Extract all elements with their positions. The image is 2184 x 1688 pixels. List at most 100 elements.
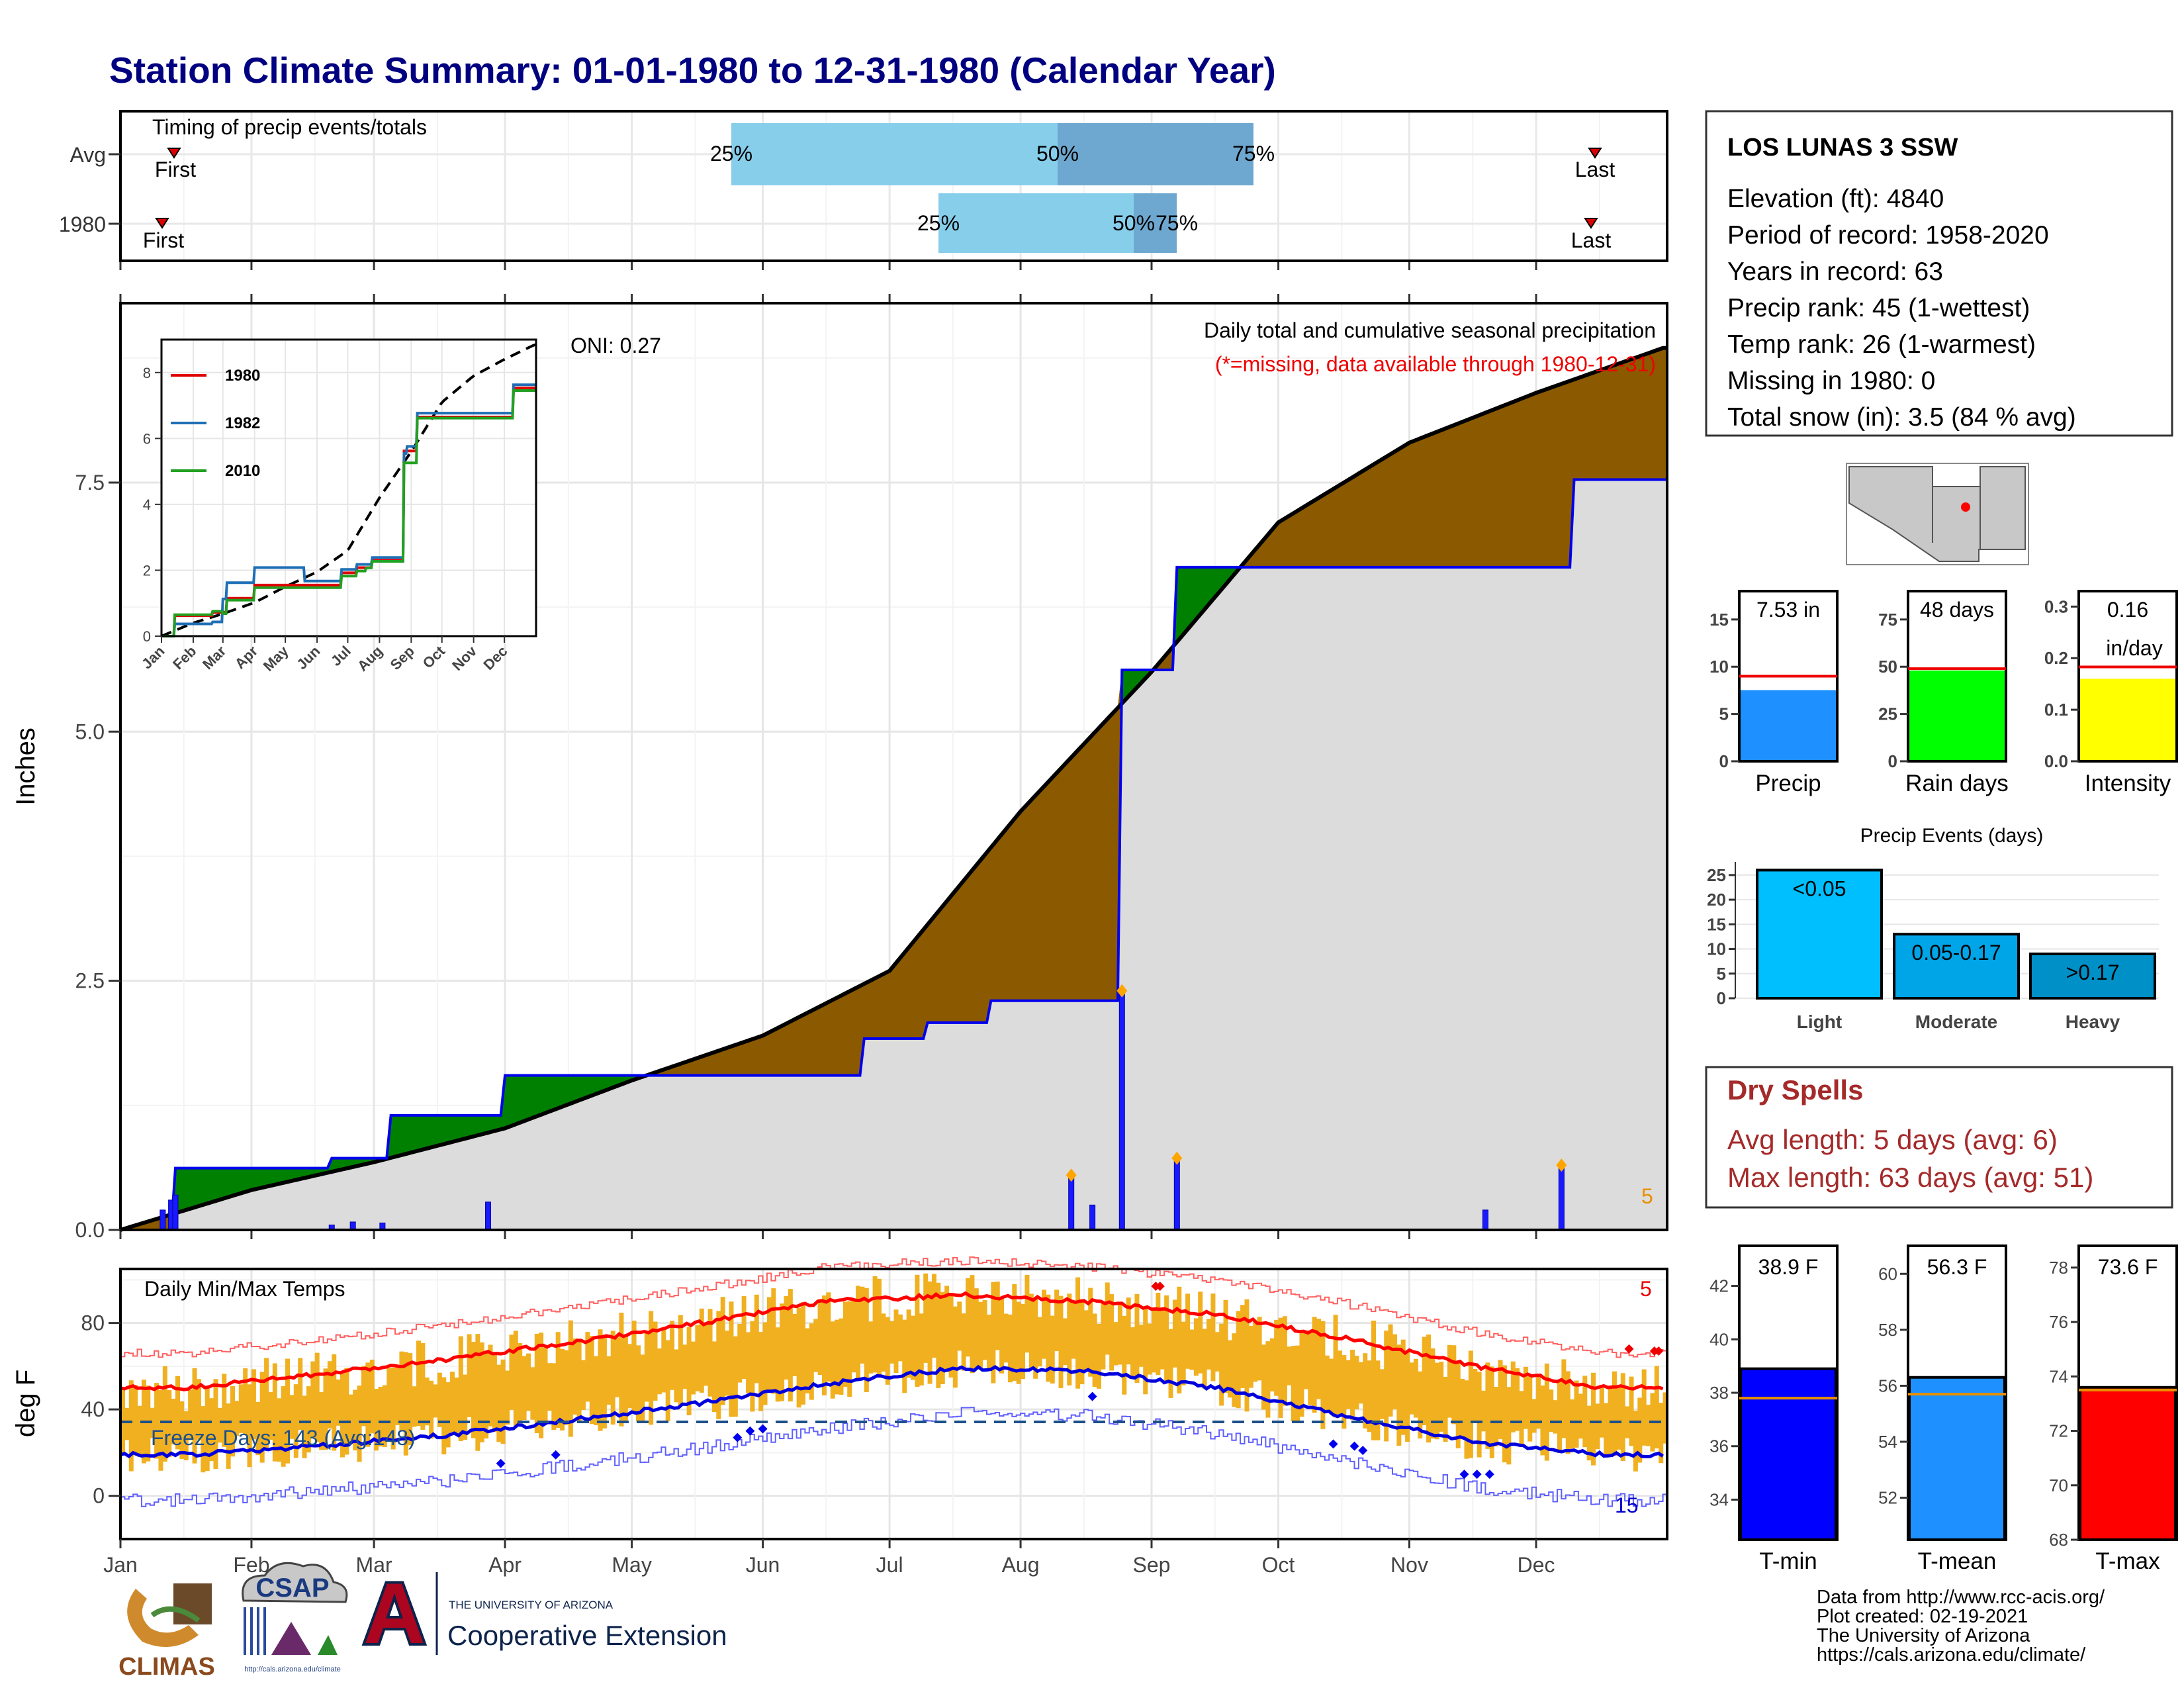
daily-temp-range-bar bbox=[382, 1385, 387, 1448]
daily-temp-range-bar bbox=[1320, 1321, 1326, 1429]
daily-temp-range-bar bbox=[1443, 1377, 1448, 1442]
daily-temp-range-bar bbox=[1033, 1297, 1038, 1379]
daily-temp-range-bar bbox=[678, 1315, 683, 1407]
daily-temp-range-bar bbox=[1333, 1315, 1338, 1418]
daily-precip-bar bbox=[1482, 1209, 1488, 1231]
daily-temp-range-bar bbox=[923, 1273, 929, 1363]
daily-temp-range-bar bbox=[1177, 1286, 1182, 1394]
temp-summary-ytick-label: 52 bbox=[1878, 1488, 1897, 1508]
daily-temp-range-bar bbox=[281, 1386, 286, 1467]
daily-temp-range-bar bbox=[606, 1356, 612, 1405]
daily-temp-range-bar bbox=[1126, 1297, 1131, 1365]
daily-temp-range-bar bbox=[1489, 1366, 1494, 1458]
inset-xtick-label: Jun bbox=[293, 643, 323, 673]
daily-temp-range-bar bbox=[1451, 1345, 1457, 1425]
daily-temp-range-bar bbox=[1544, 1363, 1549, 1461]
daily-temp-range-bar bbox=[1604, 1403, 1609, 1457]
location-map bbox=[1846, 463, 2029, 565]
daily-temp-range-bar bbox=[1329, 1358, 1334, 1413]
summary-value-label: 48 days bbox=[1920, 598, 1994, 622]
year-q75-label: 75% bbox=[1156, 211, 1198, 235]
daily-temp-range-bar bbox=[234, 1401, 240, 1436]
events-ytick-label: 10 bbox=[1707, 939, 1726, 959]
inset-xtick-label: Sep bbox=[387, 643, 418, 673]
daily-temp-range-bar bbox=[1384, 1331, 1389, 1442]
temp-summary-label: T-mean bbox=[1918, 1548, 1997, 1574]
daily-temp-range-bar bbox=[1058, 1295, 1064, 1388]
temp-summary-label: T-max bbox=[2095, 1548, 2160, 1574]
daily-temp-range-bar bbox=[1485, 1362, 1490, 1449]
avg-q75-label: 75% bbox=[1232, 142, 1275, 165]
daily-temp-range-bar bbox=[889, 1321, 895, 1364]
daily-temp-range-bar bbox=[251, 1369, 256, 1440]
record-tmin-line bbox=[120, 1407, 1667, 1507]
inset-legend-label: 2010 bbox=[225, 462, 260, 480]
daily-temp-range-bar bbox=[403, 1352, 408, 1456]
daily-temp-range-bar bbox=[133, 1385, 138, 1456]
daily-temp-range-bar bbox=[500, 1359, 506, 1444]
normal-tmin-line bbox=[120, 1364, 1664, 1459]
oni-label: ONI: 0.27 bbox=[570, 334, 661, 357]
daily-temp-range-bar bbox=[741, 1296, 747, 1380]
temp-summary-ytick-label: 40 bbox=[1709, 1329, 1729, 1349]
daily-temp-range-bar bbox=[1612, 1371, 1617, 1456]
daily-temp-range-bar bbox=[644, 1333, 649, 1402]
timing-panel: Timing of precip events/totals Avg 1980 … bbox=[59, 110, 1668, 270]
daily-temp-range-bar bbox=[1659, 1403, 1664, 1464]
record-low-marker bbox=[1349, 1441, 1359, 1451]
daily-temp-range-bar bbox=[1637, 1397, 1643, 1463]
daily-temp-range-bar bbox=[353, 1389, 358, 1451]
daily-temp-range-bar bbox=[336, 1380, 341, 1426]
ua-logo: A THE UNIVERSITY OF ARIZONA Cooperative … bbox=[361, 1562, 727, 1664]
timing-row-avg: Avg bbox=[69, 143, 106, 167]
daily-temp-range-bar bbox=[179, 1401, 185, 1459]
daily-temp-range-bar bbox=[1494, 1387, 1499, 1446]
summary-ytick-label: 15 bbox=[1709, 610, 1729, 630]
dry-spells-max: Max length: 63 days (avg: 51) bbox=[1727, 1162, 2093, 1193]
record-low-marker bbox=[496, 1458, 506, 1468]
daily-temp-range-bar bbox=[137, 1405, 142, 1457]
daily-precip-bar bbox=[159, 1209, 166, 1231]
daily-temp-range-bar bbox=[1422, 1336, 1427, 1426]
daily-temp-range-bar bbox=[813, 1319, 819, 1372]
daily-temp-range-bar bbox=[1172, 1299, 1177, 1368]
temp-summary-bar-t-max bbox=[2079, 1385, 2177, 1542]
event-bar-light bbox=[1756, 868, 1883, 1000]
daily-temp-range-bar bbox=[272, 1363, 277, 1462]
page-title: Station Climate Summary: 01-01-1980 to 1… bbox=[109, 50, 1276, 91]
precip-ytick-label: 2.5 bbox=[75, 969, 105, 993]
temp-summary-ytick-label: 72 bbox=[2049, 1421, 2068, 1441]
daily-temp-range-bar bbox=[1591, 1372, 1596, 1466]
summary-bar-precip bbox=[1741, 690, 1836, 761]
daily-temp-range-bar bbox=[1460, 1378, 1465, 1438]
daily-temp-range-bar bbox=[268, 1392, 273, 1440]
precip-ytick-label: 5.0 bbox=[75, 720, 105, 743]
daily-temp-range-bar bbox=[1502, 1365, 1507, 1463]
daily-temp-range-bar bbox=[594, 1356, 599, 1425]
daily-temp-range-bar bbox=[1586, 1405, 1592, 1461]
daily-temp-range-bar bbox=[167, 1390, 172, 1458]
daily-temp-range-bar bbox=[1367, 1360, 1372, 1432]
daily-temp-range-bar bbox=[509, 1335, 514, 1410]
daily-temp-range-bar bbox=[1236, 1311, 1241, 1409]
daily-temp-range-bar bbox=[1147, 1323, 1152, 1375]
summary-ytick-label: 0.0 bbox=[2044, 751, 2068, 771]
daily-temp-range-bar bbox=[399, 1351, 404, 1432]
daily-temp-range-bar bbox=[1654, 1366, 1659, 1449]
daily-temp-range-bar bbox=[1248, 1325, 1253, 1388]
daily-temp-range-bar bbox=[1083, 1310, 1089, 1372]
daily-temp-range-bar bbox=[796, 1307, 801, 1408]
daily-precip-bar bbox=[1173, 1158, 1180, 1231]
inset-legend-label: 1982 bbox=[225, 414, 260, 432]
freeze-days-label: Freeze Days: 143 (Avg:148) bbox=[151, 1426, 416, 1450]
daily-temp-range-bar bbox=[1578, 1393, 1583, 1439]
inset-ytick-label: 6 bbox=[143, 430, 151, 447]
summary-bar-rain-days bbox=[1909, 670, 2005, 761]
avg-q50-q75-bar bbox=[1058, 123, 1253, 185]
daily-temp-range-bar bbox=[1455, 1362, 1461, 1448]
temp-ytick-label: 40 bbox=[81, 1397, 105, 1421]
events-title: Precip Events (days) bbox=[1860, 825, 2044, 847]
daily-temp-range-bar bbox=[395, 1367, 400, 1425]
daily-temp-range-bar bbox=[906, 1309, 911, 1378]
